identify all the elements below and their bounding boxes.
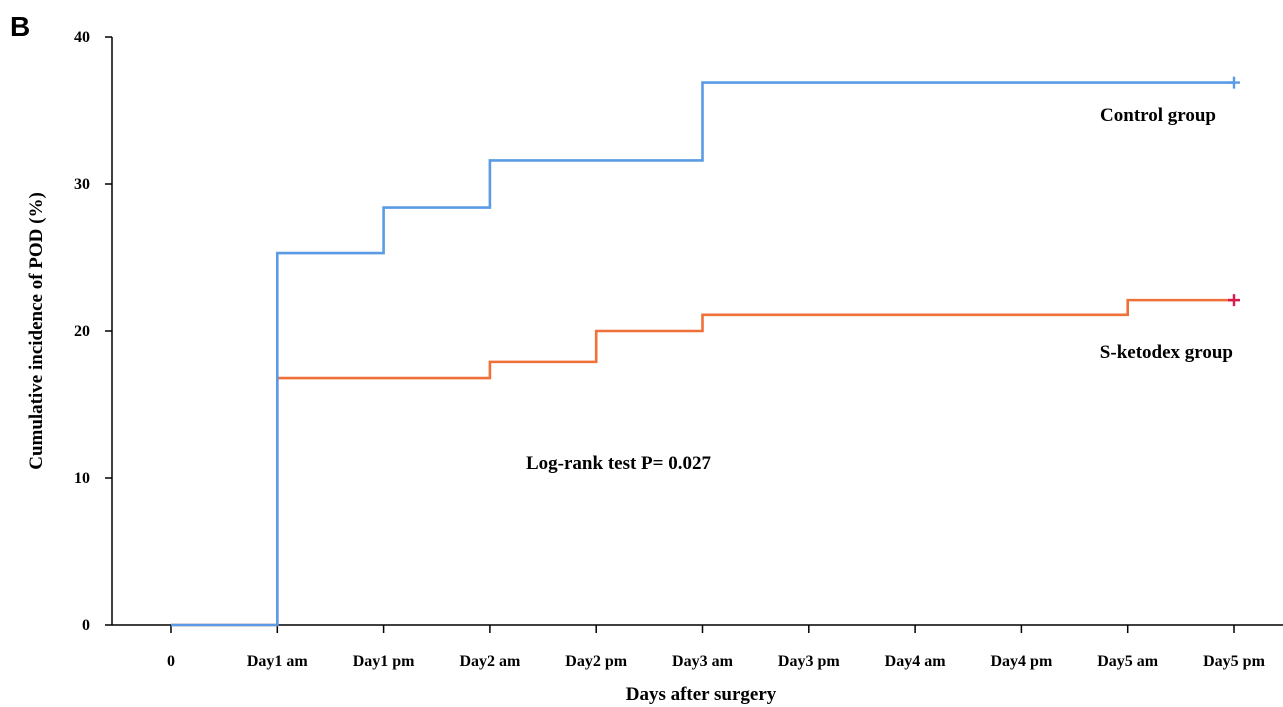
x-tick-label: Day5 pm xyxy=(1203,653,1265,670)
panel-label: B xyxy=(10,11,30,42)
y-ticks: 0 10 20 30 40 xyxy=(74,29,112,634)
x-axis-title: Days after surgery xyxy=(626,684,777,705)
censor-mark xyxy=(1228,76,1240,89)
y-tick-label: 0 xyxy=(82,617,90,634)
x-tick-label: 0 xyxy=(167,653,175,670)
y-axis-title: Cumulative incidence of POD (%) xyxy=(26,192,47,470)
x-tick-label: Day3 am xyxy=(672,653,734,670)
series-label: Control group xyxy=(1100,105,1216,126)
series-label: S-ketodex group xyxy=(1100,342,1233,363)
x-tick-label: Day4 am xyxy=(885,653,947,670)
x-tick-label: Day2 pm xyxy=(565,653,627,670)
y-tick-label: 10 xyxy=(74,470,90,487)
series-line xyxy=(171,81,1234,627)
y-tick-label: 40 xyxy=(74,29,90,46)
logrank-annotation: Log-rank test P= 0.027 xyxy=(526,453,711,474)
censor-mark xyxy=(1228,294,1240,307)
x-tick-label: Day5 am xyxy=(1097,653,1159,670)
series-labels: Control group S-ketodex group xyxy=(1100,105,1233,363)
series-layer xyxy=(171,76,1240,627)
x-tick-label: Day2 am xyxy=(459,653,521,670)
x-tick-label: Day1 am xyxy=(247,653,309,670)
x-tick-label: Day1 pm xyxy=(353,653,415,670)
x-tick-label: Day4 pm xyxy=(991,653,1053,670)
y-tick-label: 30 xyxy=(74,176,90,193)
series-line xyxy=(171,298,1234,627)
x-ticks: 0 Day1 am Day1 pm Day2 am Day2 pm Day3 am Day3… xyxy=(167,625,1266,670)
y-tick-label: 20 xyxy=(74,323,90,340)
x-tick-label: Day3 pm xyxy=(778,653,840,670)
